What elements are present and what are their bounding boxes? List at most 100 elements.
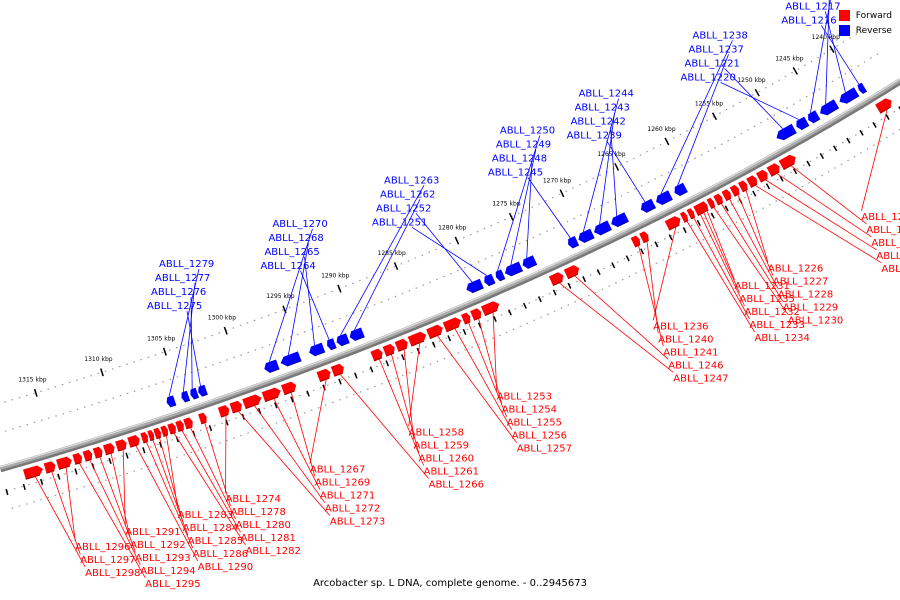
gene-shadow [812, 118, 821, 124]
scale-label: 1295 kbp [266, 293, 294, 300]
gene-ABLL_1286 [140, 432, 148, 443]
gene-label-ABLL_1253: ABLL_1253 [497, 392, 552, 403]
gene-label-ABLL_1271: ABLL_1271 [320, 491, 375, 502]
gene-label-ABLL_1236: ABLL_1236 [653, 321, 708, 332]
backbone-tick [846, 137, 851, 144]
backbone-tick [806, 160, 811, 167]
backbone-tick [596, 269, 601, 276]
gene-label-ABLL_1215: ABLL_1215 [861, 212, 900, 223]
label-leader [290, 392, 316, 477]
gene-ABLL_1276 [190, 387, 199, 399]
gene-shadow [286, 360, 302, 367]
gene-ABLL_1251 [484, 273, 496, 286]
label-leader [99, 456, 136, 552]
backbone-tick [369, 366, 374, 373]
gene-ABLL_1229 [713, 193, 723, 206]
gene-label-ABLL_1298: ABLL_1298 [85, 568, 140, 579]
label-leader [51, 471, 81, 555]
gene-ABLL_1249 [504, 261, 523, 276]
gene-shadow [386, 352, 395, 357]
backbone-tick [668, 234, 673, 241]
gene-ABLL_1215 [875, 98, 892, 114]
label-leader [173, 432, 246, 546]
gene-shadow [25, 474, 40, 480]
gene-ABLL_1220 [796, 116, 810, 130]
label-leader [468, 322, 508, 417]
backbone-tick [523, 302, 527, 309]
gene-shadow [269, 368, 280, 374]
scale-label: 1265 kbp [597, 151, 625, 158]
gene-label-ABLL_1233: ABLL_1233 [750, 320, 805, 331]
gene-label-ABLL_1231: ABLL_1231 [735, 281, 790, 292]
label-leader [558, 282, 674, 373]
gene-ABLL_1294 [82, 449, 93, 462]
gene-shadow [319, 377, 330, 383]
gene-label-ABLL_1232: ABLL_1232 [745, 307, 800, 318]
backbone-tick [257, 407, 262, 415]
backbone-tick [898, 106, 900, 110]
label-leader [492, 312, 498, 391]
gene-shadow [186, 426, 193, 430]
label-leader [677, 54, 729, 186]
backbone-tick [752, 190, 757, 197]
label-leader [391, 354, 420, 453]
gene-label-ABLL_1278: ABLL_1278 [231, 507, 286, 518]
gene-ABLL_1231 [699, 201, 709, 213]
forward-swatch [838, 10, 850, 21]
gene-ABLL_1285 [147, 430, 155, 441]
gene-label-ABLL_1223: ABLL_1223 [871, 238, 900, 249]
label-leader [168, 268, 200, 397]
scale-tick [454, 236, 460, 245]
gene-shadow [220, 414, 229, 418]
gene-shadow [245, 403, 259, 410]
gene-shadow [717, 202, 724, 206]
gene-label-ABLL_1270: ABLL_1270 [272, 219, 327, 230]
gene-ABLL_1267 [316, 368, 331, 382]
scale-tick [508, 212, 514, 221]
scale-tick [33, 388, 38, 397]
gene-shadow [130, 444, 139, 448]
backbone-tick [5, 488, 9, 496]
label-leader [190, 427, 236, 520]
backbone-tick [447, 335, 452, 342]
backbone-tick [432, 341, 436, 348]
scale-tick [754, 88, 760, 97]
label-leader [754, 184, 882, 264]
gene-shadow [661, 198, 673, 206]
gene-label-ABLL_1272: ABLL_1272 [325, 504, 380, 515]
genome-backbone [0, 78, 900, 473]
scale-tick [337, 284, 342, 293]
gene-ABLL_1272 [242, 394, 262, 409]
gene-shadow [700, 211, 706, 215]
gene-label-ABLL_1285: ABLL_1285 [188, 536, 243, 547]
gene-shadow [163, 434, 169, 437]
gene-label-ABLL_1262: ABLL_1262 [380, 189, 435, 200]
gene-ABLL_1235 [696, 203, 705, 214]
label-leader [415, 213, 473, 283]
gene-shadow [484, 309, 498, 317]
backbone-line [0, 78, 900, 470]
label-leader [574, 275, 669, 360]
gene-shadow [330, 347, 337, 351]
gene-label-ABLL_1242: ABLL_1242 [571, 117, 626, 128]
gene-label-ABLL_1237: ABLL_1237 [689, 44, 744, 55]
backbone-tick [625, 255, 630, 262]
gene-shadow [58, 465, 70, 470]
gene-label-ABLL_1254: ABLL_1254 [502, 405, 557, 416]
scale-label: 1300 kbp [208, 314, 236, 321]
scale-label: 1270 kbp [543, 177, 571, 184]
label-leader [309, 379, 327, 464]
label-leader [765, 179, 877, 251]
gene-shadow [846, 95, 860, 104]
gene-ABLL_1298 [23, 465, 43, 480]
label-leader [190, 296, 193, 389]
label-leader [300, 270, 330, 340]
gene-shadow [704, 209, 709, 213]
gene-label-ABLL_1269: ABLL_1269 [315, 478, 370, 489]
gene-ABLL_1295 [72, 453, 83, 465]
gene-ABLL_1225 [746, 175, 758, 188]
gene-label-ABLL_1248: ABLL_1248 [492, 154, 547, 165]
gene-label-ABLL_1276: ABLL_1276 [151, 287, 206, 298]
gene-ABLL_1274 [217, 405, 230, 418]
gene-ABLL_1252 [466, 278, 484, 293]
